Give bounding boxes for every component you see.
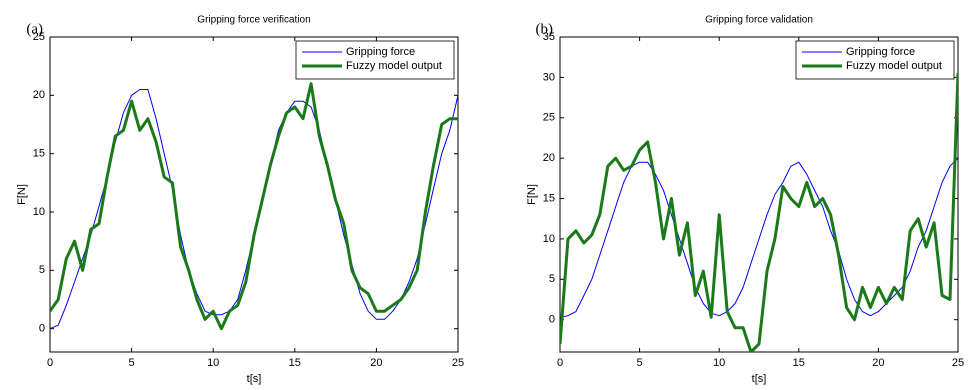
- x-tick-label: 25: [452, 357, 464, 369]
- subplot: Gripping force verification (a) t[s] F[N] 0 5…: [16, 15, 464, 385]
- plot-area: [49, 36, 459, 353]
- data-line: [50, 82, 458, 331]
- legend-label: Gripping force: [846, 46, 915, 58]
- y-tick-label: 0: [549, 314, 555, 326]
- y-tick-label: 0: [39, 323, 45, 335]
- panel-label: (b): [536, 21, 554, 37]
- y-tick-label: 25: [33, 31, 45, 43]
- lines: [560, 73, 958, 352]
- y-tick-label: 30: [543, 71, 555, 83]
- chart-title: Gripping force validation: [705, 15, 813, 26]
- x-tick-label: 20: [872, 357, 884, 369]
- x-tick-label: 15: [793, 357, 805, 369]
- y-tick-label: 5: [549, 273, 555, 285]
- y-tick-label: 10: [543, 233, 555, 245]
- legend-label: Fuzzy model output: [846, 60, 942, 72]
- y-tick-label: 15: [543, 192, 555, 204]
- x-tick-label: 0: [47, 357, 53, 369]
- y-tick-label: 20: [543, 152, 555, 164]
- subplot: Gripping force validation (b) t[s] F[N] 0 5 10…: [526, 15, 964, 385]
- legend-box: [295, 40, 455, 80]
- y-axis-label: F[N]: [526, 184, 538, 205]
- x-axis-label: t[s]: [247, 373, 262, 385]
- x-axis-label: t[s]: [752, 373, 767, 385]
- plot-area: [559, 36, 959, 353]
- data-line: [560, 73, 958, 352]
- y-tick-label: 25: [543, 112, 555, 124]
- legend-box: [795, 40, 955, 80]
- x-tick-label: 25: [952, 357, 964, 369]
- panel-label: (a): [26, 21, 43, 37]
- data-line: [560, 157, 958, 318]
- x-tick-label: 5: [129, 357, 135, 369]
- y-axis-label: F[N]: [16, 184, 28, 205]
- chart-title: Gripping force verification: [197, 15, 310, 26]
- x-tick-label: 10: [713, 357, 725, 369]
- x-tick-label: 15: [289, 357, 301, 369]
- legend-label: Fuzzy model output: [346, 60, 442, 72]
- lines: [50, 82, 458, 331]
- x-tick-label: 5: [637, 357, 643, 369]
- y-tick-label: 10: [33, 206, 45, 218]
- y-tick-label: 5: [39, 264, 45, 276]
- legend-label: Gripping force: [346, 46, 415, 58]
- y-tick-label: 15: [33, 148, 45, 160]
- y-tick-label: 35: [543, 31, 555, 43]
- x-tick-label: 10: [207, 357, 219, 369]
- x-tick-label: 0: [557, 357, 563, 369]
- x-tick-label: 20: [370, 357, 382, 369]
- y-tick-label: 20: [33, 89, 45, 101]
